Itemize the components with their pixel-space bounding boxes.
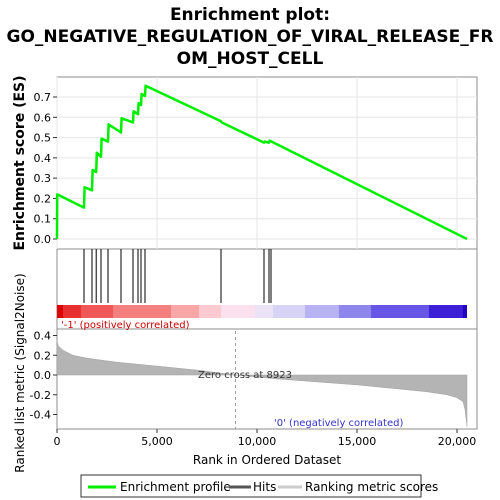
es-y-tick-label: 0.2 [34, 192, 52, 205]
es-y-axis-label: Enrichment score (ES) [12, 75, 28, 250]
es-y-tick-label: 0.3 [34, 172, 52, 185]
es-y-ticks: 0.0 0.1 0.2 0.3 0.4 0.5 0.6 0.7 [34, 91, 57, 246]
hit-lines [83, 249, 272, 303]
heat-bar-segment [463, 305, 467, 318]
chart-title-line-2: GO_NEGATIVE_REGULATION_OF_VIRAL_RELEASE_… [6, 27, 494, 47]
heat-bar-segment [81, 305, 113, 318]
metric-y-ticks: -0.4 -0.2 0.0 0.2 0.4 [30, 330, 57, 422]
negative-correlation-label: '0' (negatively correlated) [274, 418, 403, 429]
heat-bar-segment [305, 305, 339, 318]
legend-label-enrichment-profile: Enrichment profile [120, 480, 231, 494]
heat-bar-segment [57, 305, 63, 318]
es-y-tick-label: 0.4 [34, 152, 52, 165]
es-y-tick-label: 0.6 [34, 111, 52, 124]
heat-bar-segment [113, 305, 171, 318]
heat-bar-segment [221, 305, 255, 318]
zero-cross-label: Zero cross at 8923 [198, 370, 292, 381]
heat-bar-segment [339, 305, 371, 318]
metric-y-tick-label: -0.4 [30, 409, 51, 422]
heat-bar-segment [371, 305, 429, 318]
legend-label-hits: Hits [253, 480, 276, 494]
x-axis-label: Rank in Ordered Dataset [193, 453, 341, 467]
chart-title-line-1: Enrichment plot: [169, 5, 331, 25]
x-tick-label: 20,000 [438, 435, 477, 448]
x-tick-label: 15,000 [338, 435, 377, 448]
heat-bar-segment [171, 305, 199, 318]
heat-bar-segment [255, 305, 273, 318]
es-panel-frame [56, 76, 478, 250]
metric-y-tick-label: 0.0 [34, 369, 52, 382]
ranking-heat-bar [57, 305, 467, 318]
es-y-tick-label: 0.0 [34, 233, 52, 246]
ranking-metric-area [56, 340, 468, 427]
es-grid [56, 77, 477, 249]
x-tick-label: 10,000 [238, 435, 277, 448]
es-y-tick-label: 0.1 [34, 213, 52, 226]
metric-area-group [56, 331, 468, 429]
x-tick-label: 5,000 [141, 435, 173, 448]
positive-correlation-label: '-1' (positively correlated) [61, 320, 190, 331]
enrichment-profile-line [55, 84, 468, 241]
es-line-group [55, 84, 468, 241]
x-axis: 0 5,000 10,000 15,000 20,000 [54, 429, 477, 448]
heat-bar-segment [199, 305, 221, 318]
legend-label-ranking-metric-scores: Ranking metric scores [305, 480, 438, 494]
chart-title-line-3: OM_HOST_CELL [176, 49, 324, 69]
es-y-tick-label: 0.5 [34, 132, 52, 145]
heat-bar-segment [429, 305, 463, 318]
legend: Enrichment profile Hits Ranking metric s… [80, 474, 438, 498]
heat-bar-segment [63, 305, 81, 318]
metric-y-axis-label: Ranked list metric (Signal2Noise) [13, 273, 27, 472]
metric-y-tick-label: 0.4 [34, 330, 52, 343]
heat-bar-segment [273, 305, 305, 318]
metric-y-tick-label: 0.2 [34, 349, 52, 362]
metric-y-tick-label: -0.2 [30, 389, 51, 402]
x-tick-label: 0 [54, 435, 61, 448]
es-y-tick-label: 0.7 [34, 91, 52, 104]
